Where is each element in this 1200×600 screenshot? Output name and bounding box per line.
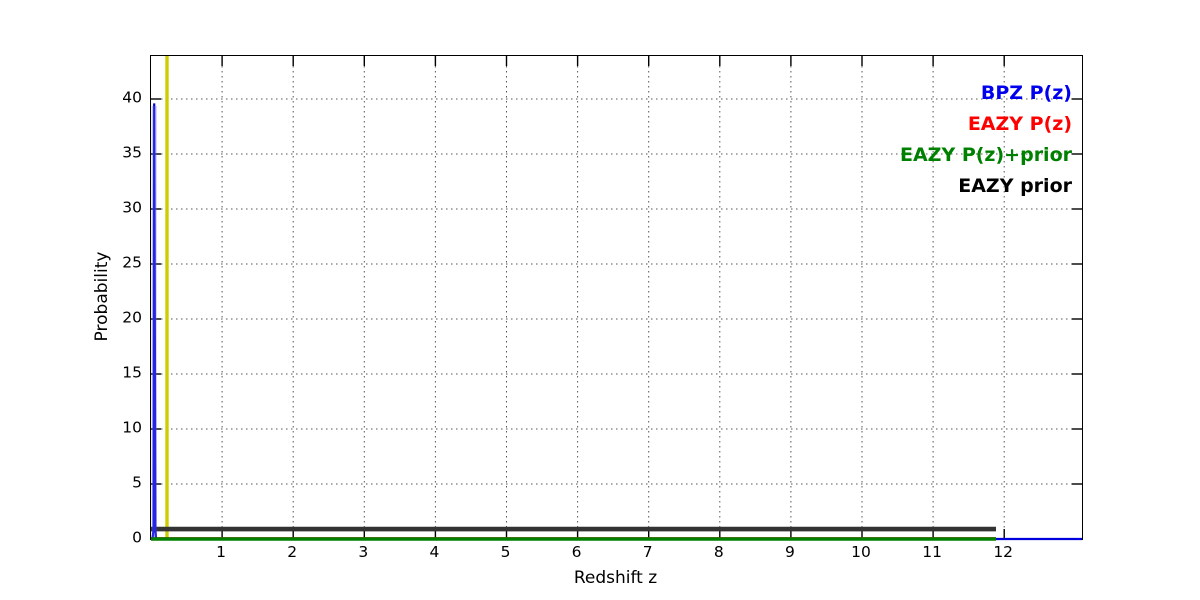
xtick-label: 1 — [216, 543, 227, 561]
legend-entry-eazy-pz-prior: EAZY P(z)+prior — [899, 144, 1072, 166]
xtick-label: 11 — [922, 543, 942, 561]
legend-entry-bpz-pz: BPZ P(z) — [980, 82, 1072, 104]
xtick-label: 8 — [713, 543, 724, 561]
vertical-gridlines — [221, 56, 1005, 539]
ytick-label: 0 — [132, 528, 142, 547]
xtick-label: 2 — [287, 543, 298, 561]
ytick-label: 20 — [122, 308, 142, 327]
xtick-label: 6 — [571, 543, 582, 561]
ytick-label: 25 — [122, 253, 142, 272]
legend-entry-eazy-pz: EAZY P(z) — [967, 113, 1072, 135]
xtick-label: 12 — [993, 543, 1014, 561]
y-axis-label: Probability — [92, 251, 112, 342]
legend: BPZ P(z) EAZY P(z) EAZY P(z)+prior EAZY … — [690, 78, 1072, 202]
ytick-label: 10 — [122, 418, 142, 437]
xtick-label: 10 — [851, 543, 871, 561]
xtick-label: 5 — [500, 543, 511, 561]
ytick-label: 15 — [122, 363, 142, 382]
xtick-label: 9 — [784, 543, 795, 561]
ytick-label: 40 — [122, 88, 142, 107]
ytick-label: 35 — [122, 143, 142, 162]
xtick-label: 7 — [642, 543, 653, 561]
xtick-label: 3 — [358, 543, 369, 561]
y-axis-tick-labels: 0 5 10 15 20 25 30 35 40 — [100, 55, 142, 545]
x-axis-tick-labels: 1 2 3 4 5 6 7 8 9 10 11 12 — [150, 543, 1081, 567]
data-series-layer — [151, 56, 1082, 541]
plot-area — [150, 55, 1083, 541]
ytick-label: 30 — [122, 198, 142, 217]
legend-entry-eazy-prior: EAZY prior — [958, 175, 1072, 197]
ytick-label: 5 — [132, 473, 142, 492]
xtick-label: 4 — [429, 543, 440, 561]
x-axis-label: Redshift z — [573, 568, 658, 588]
